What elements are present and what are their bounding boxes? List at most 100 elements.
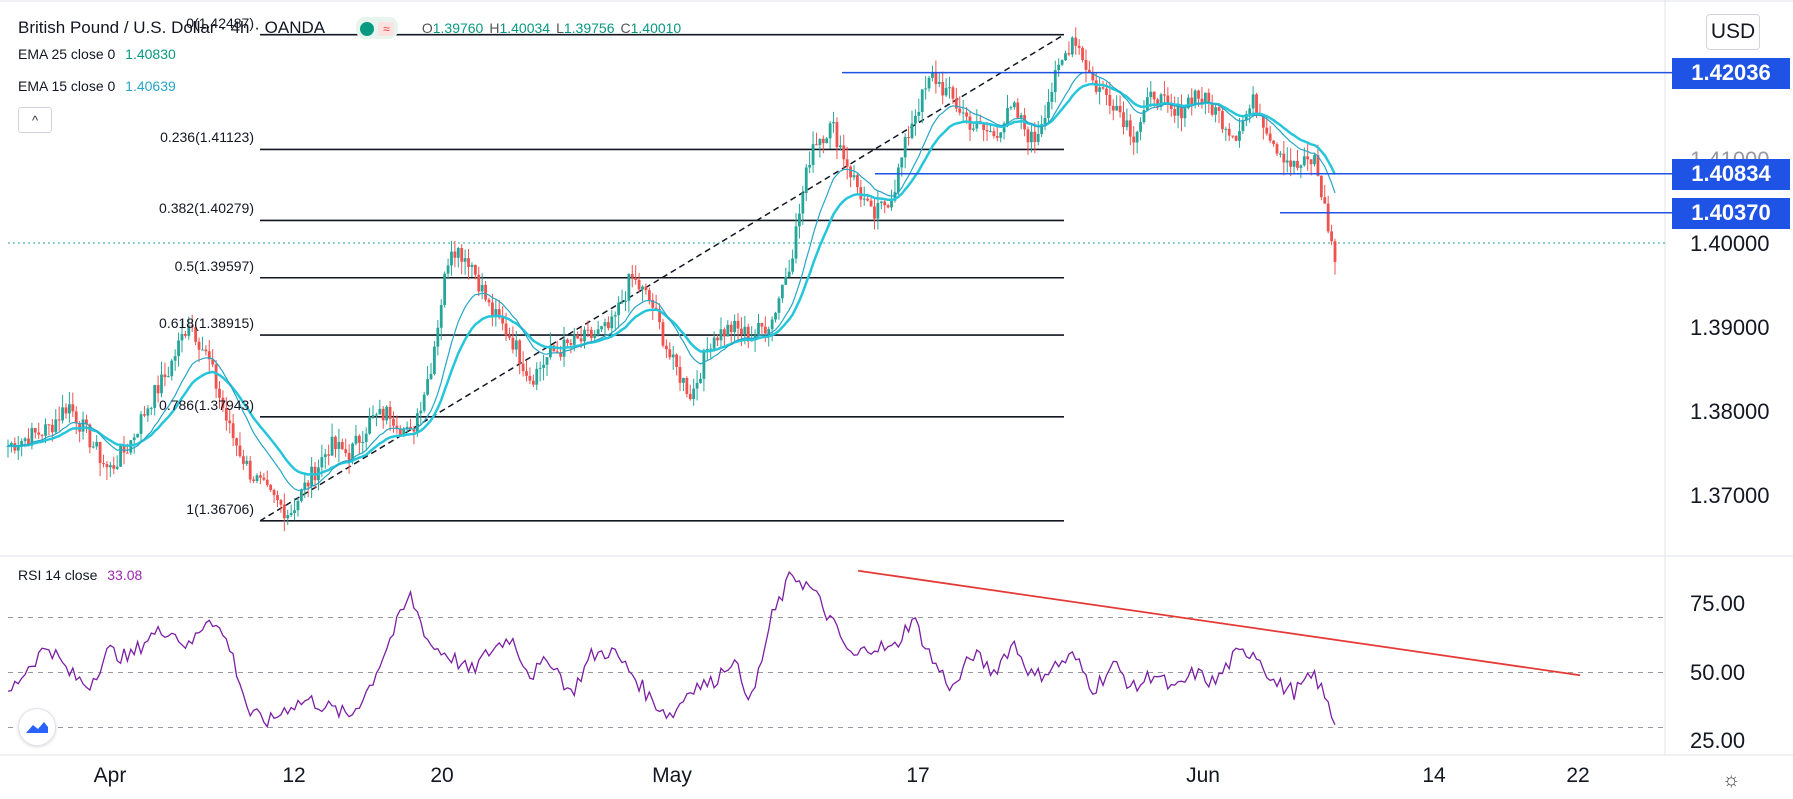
candle-body [1248,108,1252,115]
candle-body [1272,140,1275,145]
ema15-legend[interactable]: EMA 15 close 0 1.40639 [18,78,176,94]
candle-body [1227,128,1231,136]
ohlc-value: 1.40034 [499,20,551,36]
gear-icon[interactable]: ☼ [1722,769,1741,791]
candle-body [688,393,692,400]
collapse-legend-button[interactable]: ^ [18,107,52,133]
candle-body [644,286,648,291]
candle-body [303,482,307,490]
market-status-pill[interactable]: ≈ [355,17,399,39]
candle-body [1186,97,1190,109]
candle-body [535,368,539,385]
price-level-badge[interactable]: 1.42036 [1672,57,1790,89]
candle-body [569,342,573,345]
candle-body [456,248,460,258]
candle-body [849,166,852,178]
candle-body [1132,136,1136,143]
candle-body [654,307,658,309]
candle-body [85,419,88,425]
candle-body [1203,92,1207,104]
candle-body [146,408,150,416]
candle-body [1176,104,1180,116]
candle-body [722,329,726,337]
candle-body [207,351,211,360]
ema25-legend[interactable]: EMA 25 close 0 1.40830 [18,46,176,62]
candle-body [170,360,174,377]
candle-body [1299,165,1303,168]
candle-body [480,284,484,292]
time-tick-label: 22 [1566,764,1590,787]
time-tick-label: 14 [1422,764,1446,787]
candle-body [900,157,904,168]
candle-body [497,309,501,318]
candle-body [1289,160,1293,167]
candle-body [763,326,767,334]
candle-body [719,329,723,341]
candle-body [617,302,621,316]
candle-body [61,407,64,421]
horizontal-levels[interactable] [842,71,1672,214]
candle-body [842,145,846,160]
candle-body [187,325,191,336]
candle-body [160,374,163,394]
candle-body [1006,108,1009,124]
time-tick-label: May [652,764,692,787]
candle-body [603,322,607,327]
currency-button[interactable]: USD [1706,14,1760,50]
candle-body [88,424,92,448]
candle-body [1135,131,1139,143]
rsi-legend[interactable]: RSI 14 close 33.08 [18,567,142,583]
tradingview-logo-icon[interactable] [18,708,56,746]
candle-body [794,226,798,259]
candle-body [1074,37,1078,46]
candle-body [620,301,624,303]
interval-label[interactable]: 4h [230,18,250,37]
price-tick-label: 1.39000 [1690,314,1770,340]
candle-body [149,407,153,409]
candle-body [194,327,198,342]
candle-body [740,328,743,335]
candle-body [856,175,859,188]
candle-body [828,123,832,139]
candle-body [228,420,232,424]
candle-body [586,329,590,331]
price-level-badge[interactable]: 1.40370 [1672,197,1790,229]
candle-body [310,466,314,487]
candle-body [235,438,238,446]
candle-body [91,446,95,448]
candle-body [293,510,296,514]
ema25-label: EMA 25 close 0 [18,46,116,62]
candle-body [439,305,443,328]
rsi-tick-label: 75.00 [1690,590,1746,616]
symbol-title[interactable]: British Pound / U.S. Dollar [18,18,216,37]
candle-body [1210,102,1214,115]
candle-body [1224,128,1228,130]
candle-body [252,479,256,481]
candle-body [641,286,644,290]
candle-body [371,415,375,417]
price-level-badge[interactable]: 1.40834 [1672,158,1790,190]
time-tick-label: 12 [282,764,306,787]
time-tick-label: 17 [906,764,930,787]
candle-body [961,112,965,114]
candle-body [1214,107,1218,115]
fibonacci-retracement[interactable] [259,33,1065,522]
candle-body [443,273,447,306]
candle-body [538,367,542,369]
candle-body [1285,160,1289,163]
candle-body [985,129,989,132]
candle-body [40,434,44,436]
candle-body [525,371,528,376]
candle-body [879,201,883,203]
candle-body [412,428,416,432]
candle-body [98,441,102,464]
candle-body [211,359,215,365]
candle-body [566,339,569,343]
candle-body [692,388,696,400]
time-tick-label: Apr [93,764,127,787]
fib-level-label: 0.786(1.37943) [159,396,254,413]
candle-body [1139,122,1142,132]
candle-body [1036,133,1040,143]
candle-body [1197,90,1200,99]
